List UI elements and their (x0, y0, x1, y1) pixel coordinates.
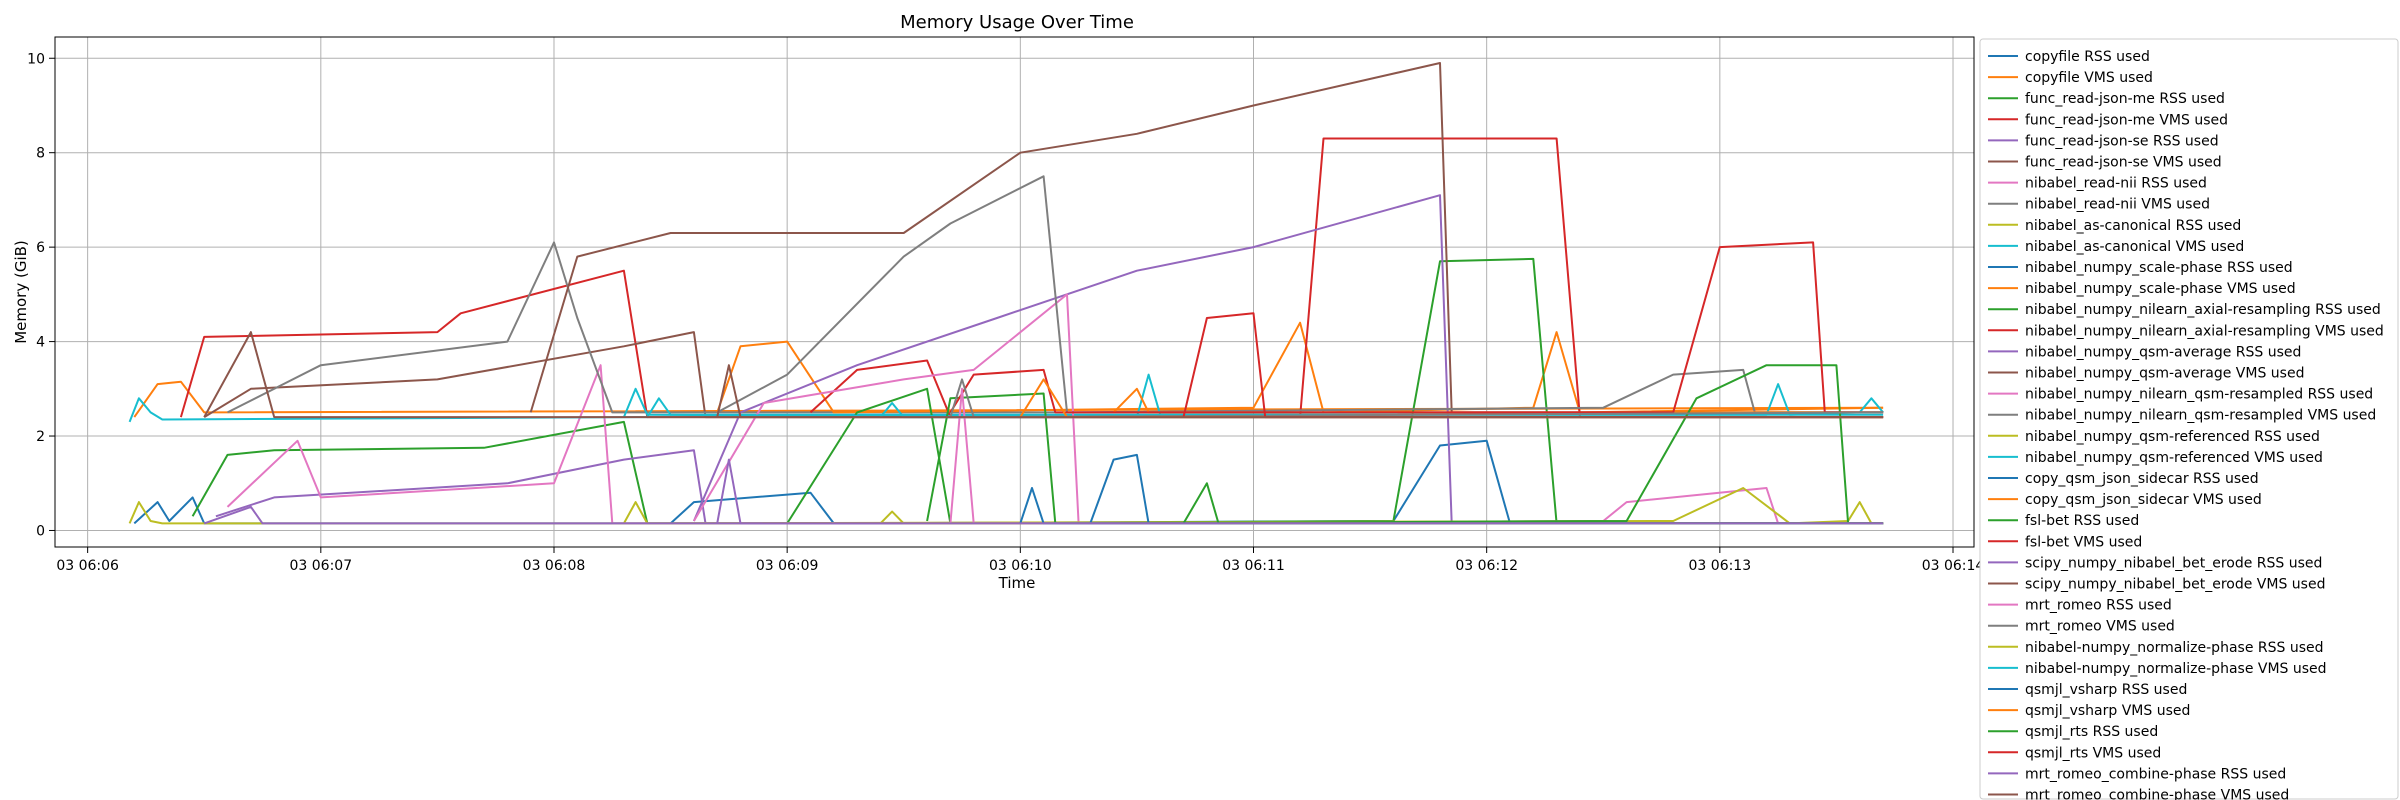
series-line-35 (716, 364, 1884, 419)
x-tick-label: 03 06:08 (523, 558, 586, 574)
y-axis-title: Memory (GiB) (12, 240, 30, 344)
y-tick-label: 2 (36, 429, 45, 445)
series-line-18 (623, 487, 1884, 525)
series-line-9 (128, 397, 1884, 423)
legend-label: nibabel_as-canonical VMS used (2025, 239, 2244, 255)
series-line-34 (716, 458, 1884, 525)
x-tick-label: 03 06:11 (1222, 558, 1285, 574)
series-line-22 (926, 364, 1884, 525)
legend-label: nibabel_numpy_nilearn_qsm-resampled RSS … (2025, 387, 2373, 403)
y-tick-label: 6 (36, 240, 45, 256)
x-tick-label: 03 06:12 (1455, 558, 1518, 574)
legend-label: fsl-bet VMS used (2025, 534, 2142, 550)
y-tick-label: 10 (27, 51, 45, 67)
grid (55, 37, 1974, 547)
legend-label: scipy_numpy_nibabel_bet_erode VMS used (2025, 577, 2325, 593)
x-axis-title: Time (998, 574, 1036, 592)
series-line-1 (133, 380, 1884, 418)
legend-label: nibabel_numpy_qsm-average VMS used (2025, 366, 2304, 382)
legend-label: qsmjl_vsharp RSS used (2025, 682, 2187, 698)
legend-label: qsmjl_vsharp VMS used (2025, 703, 2190, 719)
legend-label: copyfile RSS used (2025, 49, 2150, 65)
chart-title: Memory Usage Over Time (900, 12, 1134, 33)
legend-label: scipy_numpy_nibabel_bet_erode RSS used (2025, 555, 2322, 571)
legend-label: func_read-json-se VMS used (2025, 155, 2222, 171)
legend-label: nibabel-numpy_normalize-phase RSS used (2025, 640, 2324, 656)
legend-label: nibabel_numpy_qsm-referenced RSS used (2025, 429, 2320, 445)
legend-label: mrt_romeo RSS used (2025, 598, 2172, 614)
legend-label: nibabel_numpy_nilearn_axial-resampling V… (2025, 323, 2384, 339)
y-tick-label: 0 (36, 523, 45, 539)
legend-label: nibabel_as-canonical RSS used (2025, 218, 2241, 234)
legend-label: copyfile VMS used (2025, 70, 2153, 86)
series-line-15 (529, 62, 1884, 414)
legend-label: nibabel_numpy_scale-phase VMS used (2025, 281, 2296, 297)
legend-label: mrt_romeo VMS used (2025, 619, 2175, 635)
legend-label: func_read-json-me VMS used (2025, 112, 2228, 128)
legend-label: qsmjl_rts VMS used (2025, 745, 2161, 761)
legend-label: func_read-json-me RSS used (2025, 91, 2225, 107)
legend-label: nibabel_numpy_nilearn_axial-resampling R… (2025, 302, 2381, 318)
legend-label: copy_qsm_json_sidecar RSS used (2025, 471, 2259, 487)
legend-label: nibabel_read-nii RSS used (2025, 176, 2207, 192)
plot-frame (54, 36, 1975, 548)
legend-label: fsl-bet RSS used (2025, 513, 2139, 529)
axes: 03 06:06 03 06:07 03 06:08 03 06:09 03 06:10… (27, 51, 1984, 574)
legend-label: func_read-json-se RSS used (2025, 133, 2219, 149)
x-tick-label: 03 06:13 (1689, 558, 1752, 574)
legend-label: copy_qsm_json_sidecar VMS used (2025, 492, 2262, 508)
legend-label: nibabel_numpy_qsm-referenced VMS used (2025, 450, 2323, 466)
series-line-7 (227, 241, 1884, 414)
legend-label: nibabel_numpy_scale-phase RSS used (2025, 260, 2293, 276)
legend: copyfile RSS used copyfile VMS used func_r… (1979, 38, 2399, 800)
legend-label: nibabel_numpy_qsm-average RSS used (2025, 344, 2301, 360)
legend-label: mrt_romeo_combine-phase RSS used (2025, 766, 2286, 782)
series-line-23 (949, 241, 1884, 414)
series-line-11 (716, 321, 1884, 414)
x-tick-label: 03 06:07 (290, 558, 353, 574)
y-tick-label: 8 (36, 146, 45, 162)
x-tick-label: 03 06:06 (56, 558, 119, 574)
series-line-27 (949, 378, 1884, 419)
legend-box (1979, 38, 2399, 800)
series-layer (128, 62, 1884, 525)
legend-label: nibabel-numpy_normalize-phase VMS used (2025, 661, 2327, 677)
legend-label: qsmjl_rts RSS used (2025, 724, 2158, 740)
x-tick-label: 03 06:10 (989, 558, 1052, 574)
x-tick-label: 03 06:09 (756, 558, 819, 574)
legend-label: nibabel_numpy_nilearn_qsm-resampled VMS … (2025, 408, 2376, 424)
legend-label: nibabel_read-nii VMS used (2025, 197, 2210, 213)
legend-label: mrt_romeo_combine-phase VMS used (2025, 788, 2289, 800)
y-tick-label: 4 (36, 335, 45, 351)
x-tick-label: 03 06:14 (1922, 558, 1985, 574)
